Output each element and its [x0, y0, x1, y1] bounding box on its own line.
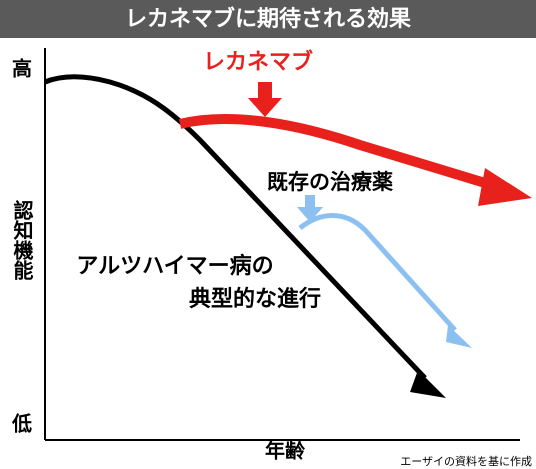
y-high: 高 — [12, 57, 32, 81]
typical-label-2: 典型的な進行 — [189, 286, 321, 312]
existing-pointer — [297, 195, 323, 222]
existing-label: 既存の治療薬 — [267, 170, 393, 194]
typical-label-1: アルツハイマー病の — [76, 253, 273, 279]
lecanemab-pointer — [248, 82, 282, 117]
typical-arrowhead — [410, 370, 446, 398]
existing-curve — [298, 213, 457, 332]
title: レカネマブに期待される効果 — [125, 6, 411, 32]
lecanemab-arrowhead — [478, 168, 532, 206]
y-low: 低 — [11, 412, 32, 436]
existing-arrowhead — [446, 325, 472, 348]
lecanemab-curve — [178, 114, 497, 191]
source: エーザイの資料を基に作成 — [400, 454, 532, 468]
x-label: 年齢 — [265, 439, 306, 463]
title-bar — [0, 0, 536, 38]
lecanemab-label: レカネマブ — [203, 49, 313, 75]
y-label: 認知機能 — [10, 199, 34, 280]
